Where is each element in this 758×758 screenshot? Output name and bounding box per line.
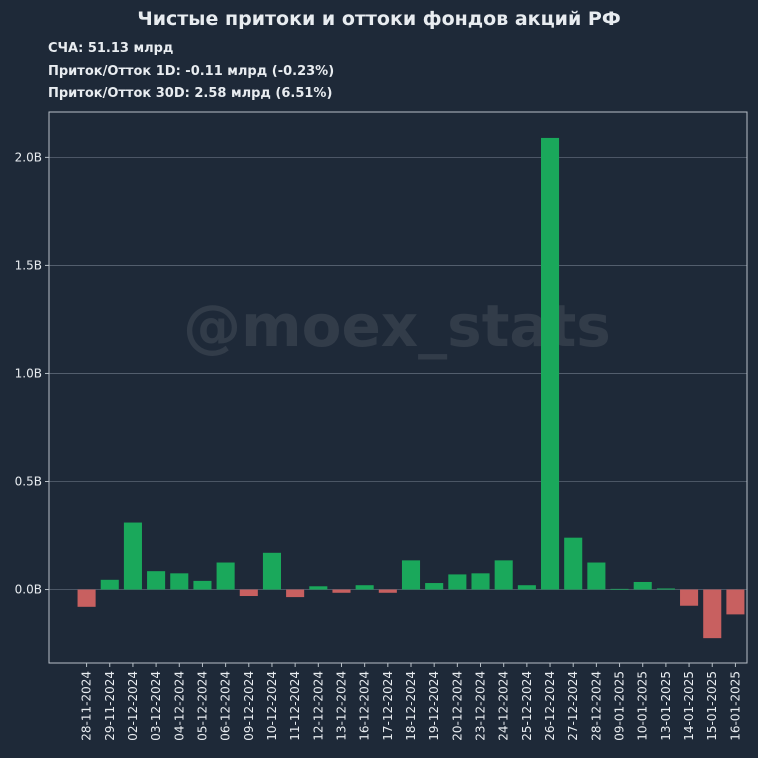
bar-16-12-2024	[355, 585, 374, 590]
stat-flow-1d: Приток/Отток 1D: -0.11 млрд (-0.23%)	[48, 64, 335, 79]
bar-13-01-2025	[656, 588, 675, 590]
bar-16-01-2025	[726, 589, 745, 615]
x-tick-label: 15-01-2025	[705, 671, 719, 741]
x-tick-label: 25-12-2024	[520, 671, 534, 741]
bar-25-12-2024	[517, 585, 536, 590]
x-tick-label: 28-12-2024	[589, 671, 603, 741]
bar-27-12-2024	[564, 537, 583, 590]
bar-13-12-2024	[332, 589, 351, 593]
watermark: @moex_stats	[183, 292, 611, 360]
plot-frame	[48, 111, 748, 664]
x-tick-label: 14-01-2025	[682, 671, 696, 741]
bar-19-12-2024	[425, 583, 444, 590]
x-tick-label: 09-01-2025	[613, 671, 627, 741]
bar-23-12-2024	[471, 573, 490, 590]
bar-28-12-2024	[587, 562, 606, 590]
x-tick-label: 06-12-2024	[219, 671, 233, 741]
bar-24-12-2024	[494, 560, 513, 590]
bar-15-01-2025	[703, 589, 722, 639]
stat-nav: СЧА: 51.13 млрд	[48, 41, 174, 56]
bar-29-11-2024	[100, 579, 119, 590]
x-tick-label: 10-01-2025	[636, 671, 650, 741]
x-tick-label: 02-12-2024	[126, 671, 140, 741]
x-tick-label: 24-12-2024	[497, 671, 511, 741]
x-tick-label: 26-12-2024	[543, 671, 557, 741]
bar-05-12-2024	[193, 580, 212, 590]
bar-28-11-2024	[77, 589, 96, 607]
bar-09-12-2024	[239, 589, 258, 597]
bar-02-12-2024	[123, 522, 142, 590]
x-tick-label: 10-12-2024	[265, 671, 279, 741]
x-tick-label: 23-12-2024	[474, 671, 488, 741]
bar-17-12-2024	[378, 589, 397, 593]
bar-09-01-2025	[610, 588, 629, 590]
bar-06-12-2024	[216, 562, 235, 590]
bar-18-12-2024	[401, 560, 421, 590]
bar-12-12-2024	[309, 586, 328, 590]
bar-11-12-2024	[286, 589, 305, 598]
x-tick-label: 04-12-2024	[172, 671, 186, 741]
x-tick-label: 27-12-2024	[566, 671, 580, 741]
bar-26-12-2024	[540, 137, 560, 590]
x-tick-label: 17-12-2024	[381, 671, 395, 741]
x-tick-label: 13-12-2024	[334, 671, 348, 741]
x-tick-label: 18-12-2024	[404, 671, 418, 741]
bar-10-12-2024	[262, 552, 282, 590]
x-tick-label: 03-12-2024	[149, 671, 163, 741]
x-tick-label: 13-01-2025	[659, 671, 673, 741]
x-tick-label: 12-12-2024	[311, 671, 325, 741]
y-tick-label: 0.5B	[15, 474, 42, 488]
bar-20-12-2024	[448, 574, 467, 590]
stat-flow-30d: Приток/Отток 30D: 2.58 млрд (6.51%)	[48, 86, 333, 101]
x-tick-label: 29-11-2024	[103, 671, 117, 741]
x-tick-label: 05-12-2024	[195, 671, 209, 741]
x-tick-label: 16-01-2025	[728, 671, 742, 741]
x-tick-label: 28-11-2024	[80, 671, 94, 741]
x-tick-label: 11-12-2024	[288, 671, 302, 741]
x-tick-label: 16-12-2024	[358, 671, 372, 741]
x-tick-label: 09-12-2024	[242, 671, 256, 741]
bar-04-12-2024	[170, 573, 189, 590]
x-tick-label: 19-12-2024	[427, 671, 441, 741]
bar-14-01-2025	[680, 589, 699, 606]
x-tick-label: 20-12-2024	[450, 671, 464, 741]
bar-03-12-2024	[147, 571, 166, 590]
chart-title: Чистые притоки и оттоки фондов акций РФ	[137, 8, 621, 30]
bar-10-01-2025	[633, 581, 652, 590]
y-tick-label: 1.5B	[15, 258, 42, 272]
y-tick-label: 0.0B	[15, 583, 42, 597]
y-tick-label: 2.0B	[15, 150, 42, 164]
y-tick-label: 1.0B	[15, 366, 42, 380]
